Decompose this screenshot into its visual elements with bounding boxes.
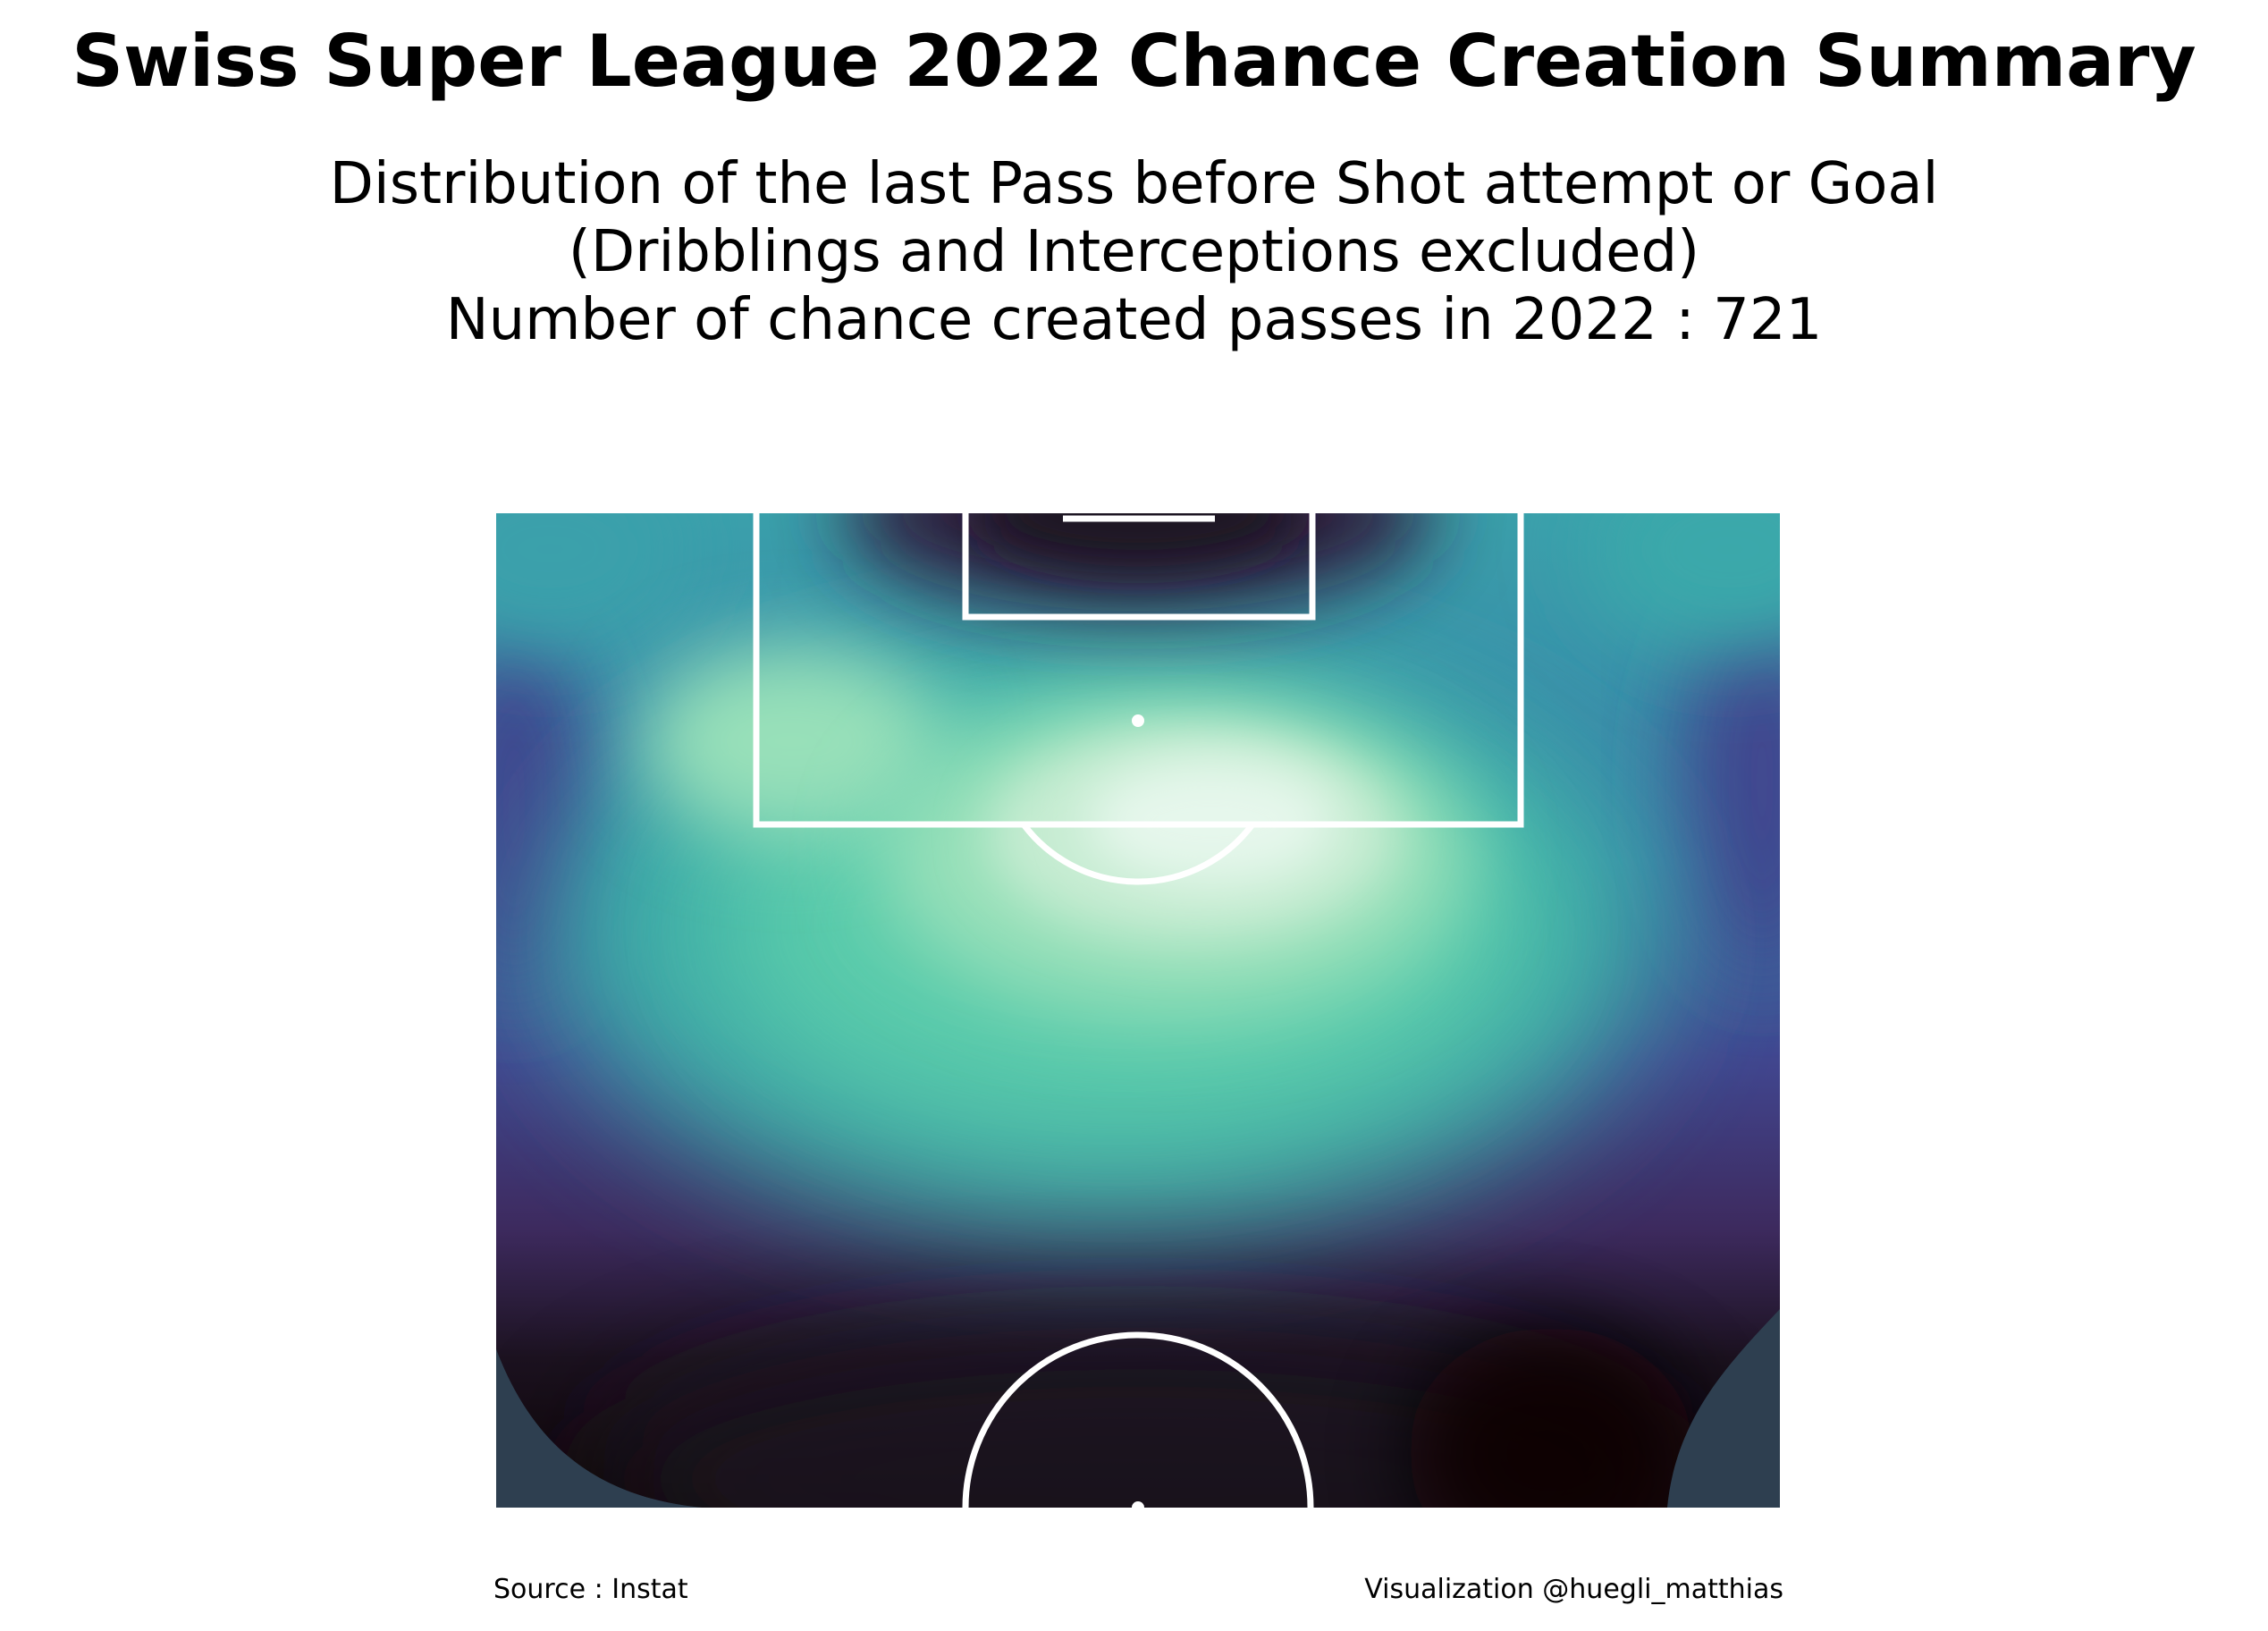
source-note: Source : Instat (493, 1574, 688, 1605)
density-bottom-right-dark (1408, 1327, 1694, 1508)
outside-area-right (1667, 1309, 1780, 1508)
chart-title: Swiss Super League 2022 Chance Creation … (72, 20, 2196, 103)
pitch-heatmap (496, 513, 1780, 1508)
subtitle-line-3: Number of chance created passes in 2022 … (445, 287, 1823, 353)
subtitle-line-1: Distribution of the last Pass before Sho… (329, 151, 1939, 217)
density-hotspot-left (639, 643, 943, 840)
density-right-band (1682, 585, 1780, 978)
pitch-lines (753, 513, 1524, 1508)
density-top-left (496, 513, 693, 656)
outside-area-left (496, 1349, 702, 1508)
credit-note: Visualization @huegli_matthias (1364, 1574, 1783, 1605)
chart-subtitle: Distribution of the last Pass before Sho… (0, 150, 2268, 354)
density-top-right (1587, 513, 1780, 656)
center-spot (1132, 1501, 1144, 1508)
density-goal-darker (977, 513, 1299, 567)
subtitle-line-2: (Dribblings and Interceptions excluded) (568, 219, 1700, 285)
penalty-box (753, 513, 1524, 828)
six-yard-box (962, 513, 1316, 621)
center-circle (962, 1331, 1314, 1508)
penalty-arc (1021, 822, 1255, 885)
penalty-spot (1132, 714, 1144, 727)
